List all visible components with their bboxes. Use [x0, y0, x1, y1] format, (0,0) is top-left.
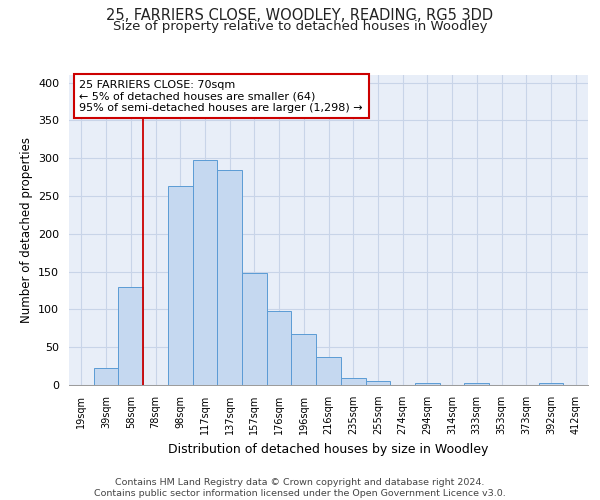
X-axis label: Distribution of detached houses by size in Woodley: Distribution of detached houses by size … [169, 442, 488, 456]
Bar [464, 384, 489, 385]
Bar [217, 170, 242, 385]
Bar [267, 311, 292, 385]
Text: Contains HM Land Registry data © Crown copyright and database right 2024.
Contai: Contains HM Land Registry data © Crown c… [94, 478, 506, 498]
Bar [168, 186, 193, 385]
Bar [118, 286, 143, 385]
Bar [94, 368, 118, 385]
Bar [193, 160, 217, 385]
Bar [242, 273, 267, 385]
Bar [341, 378, 365, 385]
Bar [316, 357, 341, 385]
Bar [292, 334, 316, 385]
Text: 25, FARRIERS CLOSE, WOODLEY, READING, RG5 3DD: 25, FARRIERS CLOSE, WOODLEY, READING, RG… [106, 8, 494, 22]
Bar [415, 382, 440, 385]
Bar [539, 384, 563, 385]
Y-axis label: Number of detached properties: Number of detached properties [20, 137, 32, 323]
Text: 25 FARRIERS CLOSE: 70sqm
← 5% of detached houses are smaller (64)
95% of semi-de: 25 FARRIERS CLOSE: 70sqm ← 5% of detache… [79, 80, 363, 113]
Text: Size of property relative to detached houses in Woodley: Size of property relative to detached ho… [113, 20, 487, 33]
Bar [365, 381, 390, 385]
